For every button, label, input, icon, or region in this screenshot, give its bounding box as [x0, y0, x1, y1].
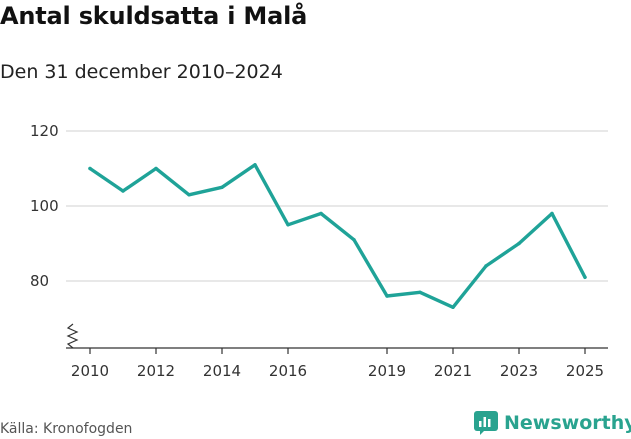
series-layer [88, 163, 587, 309]
x-tick-label: 2014 [203, 362, 241, 380]
data-point [352, 238, 356, 242]
data-point [187, 193, 191, 197]
data-point [418, 290, 422, 294]
tick-labels: 80 100 120 2010 2012 2014 2016 2019 2021 2023 2025 [30, 122, 604, 380]
y-tick-label: 100 [30, 197, 59, 215]
data-point [88, 166, 92, 171]
data-point [220, 185, 224, 189]
x-tick-label: 2021 [434, 362, 472, 380]
data-point [121, 189, 125, 193]
x-tick-label: 2025 [566, 362, 604, 380]
data-point [517, 241, 521, 246]
y-tick-label: 80 [30, 272, 49, 290]
data-point [451, 305, 455, 309]
newsworthy-logo: Newsworthy [474, 409, 631, 437]
data-point [319, 211, 323, 216]
axis-break-icon [66, 323, 79, 349]
y-tick-label: 120 [30, 122, 59, 140]
series-line [88, 163, 587, 309]
brand-name: Newsworthy [504, 412, 631, 434]
x-tick-label: 2023 [500, 362, 538, 380]
x-tick-label: 2016 [269, 362, 307, 380]
data-point [385, 294, 389, 298]
source-note: Källa: Kronofogden [0, 421, 133, 437]
data-point [154, 166, 158, 171]
chart-title: Antal skuldsatta i Malå [0, 2, 308, 30]
data-point [550, 211, 554, 216]
data-point [286, 223, 290, 227]
chart-subtitle: Den 31 december 2010–2024 [0, 61, 283, 83]
x-tick-label: 2010 [71, 362, 109, 380]
x-tick-label: 2019 [368, 362, 406, 380]
grid-lines [66, 130, 608, 282]
x-axis [66, 323, 608, 354]
data-point [583, 275, 587, 279]
data-point [253, 163, 257, 167]
data-point [484, 264, 488, 268]
newsworthy-chart-icon [474, 411, 498, 435]
x-tick-label: 2012 [137, 362, 175, 380]
